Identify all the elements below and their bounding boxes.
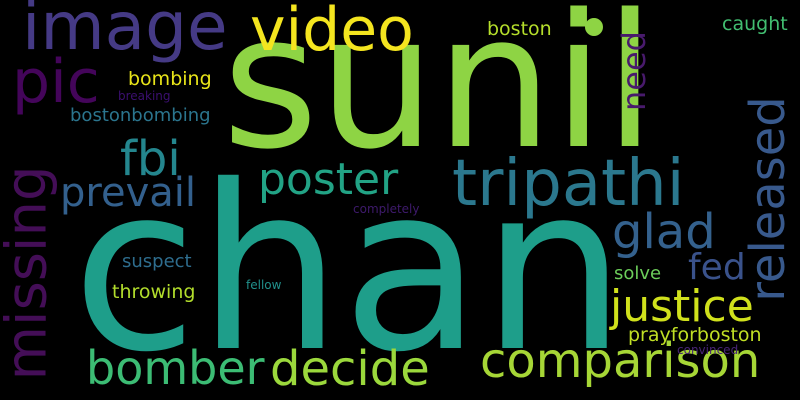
word-chan: chan [72,136,627,400]
word-convinced: convinced [677,343,739,357]
word-completely: completely [353,202,420,216]
word-solve: solve [614,263,662,284]
word-breaking: breaking [118,89,171,103]
word-pic: pic [12,47,100,117]
word-prevail: prevail [60,170,196,216]
word-fbi: fbi [120,131,181,187]
word-prayforboston: prayforboston [628,324,762,346]
word-glad: glad [612,204,716,260]
word-boston: boston [487,18,552,40]
word-bomber: bomber [86,341,265,395]
word-fed: fed [688,247,746,288]
word-suspect: suspect [122,251,192,272]
word-tripathi: tripathi [452,147,685,221]
word-bostonbombing: bostonbombing [70,105,211,126]
word-released: released [739,96,796,302]
word-missing: missing [0,165,60,381]
word-justice: justice [610,281,754,332]
word-comparison: comparison [480,333,761,389]
word-caught: caught [722,13,788,35]
word-poster: poster [258,154,399,205]
word-bombing: bombing [128,68,212,90]
word-throwing: throwing [112,281,196,303]
word-decide: decide [270,341,430,397]
word-image: image [22,0,228,65]
word-fellow: fellow [246,278,282,292]
word-sunil: sunil [222,0,656,190]
dot-mark [585,18,603,36]
word-video: video [250,0,414,65]
word-need: need [614,31,653,111]
